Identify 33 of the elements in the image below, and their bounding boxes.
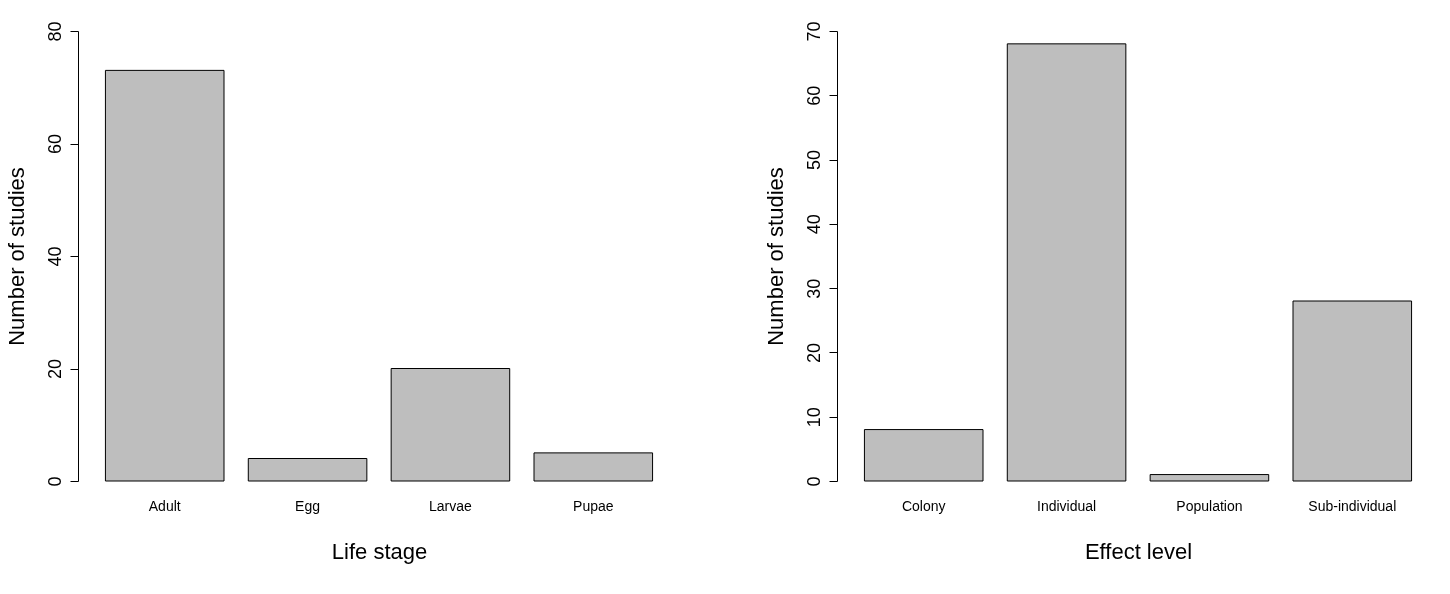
x-tick-label: Adult bbox=[148, 497, 181, 514]
y-tick-label: 0 bbox=[44, 476, 65, 487]
y-tick-label: 30 bbox=[803, 278, 824, 299]
x-tick-label: Individual bbox=[1036, 497, 1097, 514]
y-tick-label: 20 bbox=[803, 342, 824, 363]
x-tick-label: Egg bbox=[295, 497, 321, 514]
bar bbox=[247, 458, 368, 482]
y-tick-label: 80 bbox=[44, 21, 65, 42]
bar bbox=[1149, 474, 1270, 482]
x-tick-label: Population bbox=[1176, 497, 1243, 514]
x-tick-label: Pupae bbox=[573, 497, 614, 514]
bar bbox=[863, 429, 984, 482]
x-axis-title: Life stage bbox=[331, 538, 428, 564]
y-tick-label: 60 bbox=[44, 133, 65, 155]
x-axis-title: Effect level bbox=[1084, 538, 1193, 564]
bar bbox=[390, 368, 511, 482]
y-tick-label: 10 bbox=[803, 407, 824, 428]
x-tick-label: Sub-individual bbox=[1308, 497, 1397, 514]
bar bbox=[1006, 43, 1127, 482]
bar bbox=[533, 452, 654, 482]
y-tick-label: 70 bbox=[803, 21, 824, 42]
x-tick-label: Larvae bbox=[429, 497, 473, 514]
y-tick-label: 0 bbox=[803, 476, 824, 487]
y-tick-label: 40 bbox=[44, 246, 65, 267]
y-tick-label: 40 bbox=[803, 214, 824, 235]
y-tick-label: 60 bbox=[803, 85, 824, 106]
y-tick-label: 50 bbox=[803, 150, 824, 171]
y-axis-title: Number of studies bbox=[3, 167, 29, 346]
bar bbox=[104, 69, 225, 482]
y-axis-title: Number of studies bbox=[762, 167, 788, 346]
y-tick-label: 20 bbox=[44, 358, 65, 380]
bar bbox=[1292, 300, 1413, 482]
x-tick-label: Colony bbox=[901, 497, 946, 514]
